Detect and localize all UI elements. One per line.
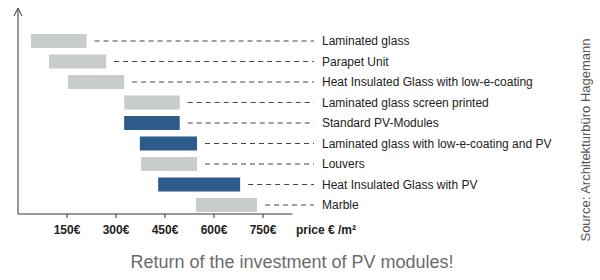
chart: Laminated glass Parapet Unit Heat Insulate… [0,0,600,280]
y-axis [18,10,19,214]
category-label: Heat Insulated Glass with low-e-coating [322,75,533,89]
texts: Laminated glass Parapet Unit Heat Insulate… [54,34,593,272]
category-label: Heat Insulated Glass with PV [322,178,477,192]
x-axis-label: price € /m² [296,223,356,237]
category-label: Laminated glass with low-e-coating and P… [322,137,551,151]
y-axis-arrow [14,8,22,16]
range-bar [68,75,124,89]
category-label: Laminated glass [322,34,409,48]
title: Return of the investment of PV modules! [130,252,453,272]
category-label: Louvers [322,157,365,171]
category-label: Standard PV-Modules [322,116,439,130]
range-bar [140,137,197,151]
leader-line [205,164,314,165]
range-bar [49,55,106,69]
category-label: Laminated glass screen printed [322,96,489,110]
category-label: Marble [322,198,359,212]
leader-line [248,184,314,185]
range-bar [124,96,180,110]
leader-line [265,205,314,206]
x-tick-label: 600€ [201,223,228,237]
range-bar [141,157,197,171]
x-tick [116,214,117,218]
leader-line [188,102,314,103]
x-tick-label: 300€ [103,223,130,237]
bars [31,34,257,212]
x-tick [214,214,215,218]
leader-line [114,61,314,62]
x-tick-label: 750€ [250,223,277,237]
x-tick-label: 150€ [54,223,81,237]
x-axis [18,214,292,215]
range-bar [196,198,257,212]
leader-line [132,82,314,83]
x-tick [165,214,166,218]
x-tick [67,214,68,218]
source-annotation: Source: Architekturbüro Hagemann [578,38,593,241]
x-tick [263,214,264,218]
range-bar [124,116,180,130]
leader-line [95,41,314,42]
leader-line [188,123,314,124]
category-label: Parapet Unit [322,55,389,69]
leader-line [205,143,314,144]
x-tick-label: 450€ [152,223,179,237]
range-bar [158,178,240,192]
range-bar [31,34,87,48]
